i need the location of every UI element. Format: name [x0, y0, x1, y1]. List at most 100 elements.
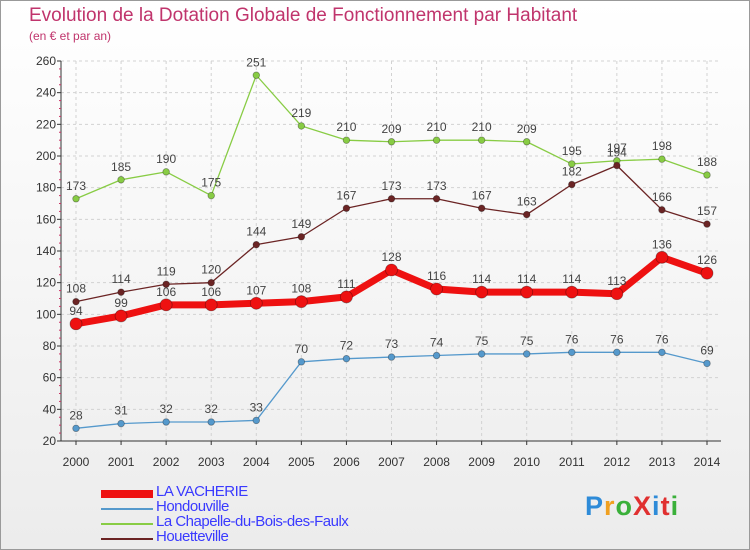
data-point-la-vacherie [565, 285, 579, 299]
data-label-la-vacherie: 114 [562, 272, 581, 286]
data-label-houetteville: 167 [472, 188, 492, 202]
legend-item-houetteville[interactable]: Houetteville [101, 528, 501, 546]
data-label-la-chapelle-du-bois-des-faulx: 188 [697, 155, 717, 169]
legend-swatch-la-vacherie [101, 490, 153, 498]
data-label-la-vacherie: 106 [201, 285, 221, 299]
data-label-hondouville: 31 [114, 404, 128, 418]
data-label-houetteville: 173 [427, 179, 447, 193]
data-point-houetteville [342, 204, 351, 212]
data-point-houetteville [162, 280, 170, 288]
chart-subtitle: (en € et par an) [29, 29, 112, 43]
data-label-houetteville: 144 [246, 225, 266, 239]
x-tick-label: 2010 [513, 455, 540, 469]
data-point-la-chapelle-du-bois-des-faulx [658, 155, 666, 163]
data-label-la-vacherie: 126 [697, 253, 717, 267]
data-point-la-vacherie [430, 282, 443, 296]
data-label-houetteville: 108 [66, 282, 86, 296]
legend-label-houetteville: Houetteville [156, 528, 229, 545]
x-tick-label: 2012 [604, 455, 631, 469]
data-label-la-vacherie: 111 [337, 277, 356, 291]
x-tick-label: 2005 [288, 455, 315, 469]
data-label-la-chapelle-du-bois-des-faulx: 197 [607, 141, 627, 155]
data-point-houetteville [568, 180, 576, 189]
data-point-la-chapelle-du-bois-des-faulx [568, 160, 576, 168]
data-point-houetteville [252, 240, 260, 249]
data-label-hondouville: 69 [700, 343, 714, 357]
data-point-la-chapelle-du-bois-des-faulx [703, 171, 711, 179]
y-tick-label: 60 [43, 371, 57, 385]
y-tick-label: 80 [43, 339, 57, 353]
data-label-la-vacherie: 114 [517, 272, 536, 286]
data-label-hondouville: 76 [610, 332, 624, 346]
data-label-hondouville: 32 [159, 402, 173, 416]
data-label-houetteville: 194 [607, 146, 627, 160]
y-tick-label: 100 [36, 307, 56, 321]
data-label-la-chapelle-du-bois-des-faulx: 219 [291, 106, 311, 120]
data-point-houetteville [703, 220, 711, 228]
data-point-hondouville [432, 351, 441, 360]
y-tick-label: 40 [43, 402, 57, 416]
legend-swatch-hondouville [101, 508, 153, 510]
y-tick-label: 160 [36, 212, 56, 226]
data-label-houetteville: 182 [562, 165, 582, 179]
y-tick-label: 200 [36, 149, 56, 163]
data-label-hondouville: 76 [565, 332, 579, 346]
data-label-hondouville: 74 [430, 336, 444, 350]
data-point-hondouville [658, 348, 666, 357]
data-label-la-chapelle-du-bois-des-faulx: 195 [562, 144, 582, 158]
data-point-houetteville [117, 288, 125, 296]
legend-item-hondouville[interactable]: Hondouville [101, 498, 501, 516]
x-tick-label: 2013 [649, 455, 676, 469]
x-tick-label: 2008 [423, 455, 450, 469]
data-point-la-chapelle-du-bois-des-faulx [117, 176, 125, 184]
data-label-la-chapelle-du-bois-des-faulx: 173 [66, 179, 86, 193]
data-point-houetteville [432, 195, 441, 203]
data-point-la-vacherie [249, 296, 263, 310]
x-tick-label: 2014 [694, 455, 721, 469]
data-point-hondouville [568, 348, 576, 357]
logo-letter: t [660, 491, 671, 521]
logo-letter: r [604, 491, 616, 521]
data-point-hondouville [523, 350, 531, 358]
data-label-la-chapelle-du-bois-des-faulx: 185 [111, 160, 131, 174]
x-tick-label: 2009 [468, 455, 495, 469]
data-point-la-chapelle-du-bois-des-faulx [297, 122, 306, 130]
data-point-hondouville [252, 416, 260, 425]
data-point-la-vacherie [69, 317, 83, 331]
data-point-la-chapelle-du-bois-des-faulx [432, 136, 441, 144]
data-point-la-chapelle-du-bois-des-faulx [207, 191, 215, 200]
data-point-la-vacherie [655, 250, 669, 264]
data-label-la-vacherie: 128 [381, 250, 401, 264]
x-tick-label: 2007 [378, 455, 405, 469]
data-label-houetteville: 163 [517, 195, 537, 209]
data-label-la-vacherie: 136 [652, 237, 672, 251]
data-label-la-chapelle-du-bois-des-faulx: 198 [652, 139, 672, 153]
data-label-la-vacherie: 116 [427, 269, 446, 283]
data-point-la-vacherie [114, 309, 128, 323]
data-label-la-chapelle-du-bois-des-faulx: 209 [381, 122, 401, 136]
y-tick-label: 240 [36, 86, 56, 100]
data-point-la-chapelle-du-bois-des-faulx [342, 136, 351, 144]
data-label-hondouville: 28 [69, 408, 83, 422]
data-point-la-chapelle-du-bois-des-faulx [387, 138, 396, 146]
data-point-hondouville [162, 418, 170, 426]
proxiti-logo: ProXiti [585, 491, 679, 522]
data-label-hondouville: 32 [205, 402, 219, 416]
data-point-houetteville [523, 210, 531, 219]
data-point-houetteville [387, 195, 396, 203]
legend-label-la-vacherie: LA VACHERIE [156, 483, 248, 500]
data-label-la-vacherie: 108 [291, 282, 311, 296]
y-tick-label: 140 [36, 244, 56, 258]
data-label-la-chapelle-du-bois-des-faulx: 209 [517, 122, 537, 136]
logo-letter: i [652, 491, 661, 521]
legend-swatch-houetteville [101, 538, 153, 540]
legend-item-la-chapelle[interactable]: La Chapelle-du-Bois-des-Faulx [101, 513, 501, 531]
legend-item-la-vacherie[interactable]: LA VACHERIE [101, 483, 501, 501]
x-tick-label: 2004 [243, 455, 270, 469]
data-label-la-vacherie: 106 [156, 285, 176, 299]
x-tick-label: 2001 [108, 455, 135, 469]
data-label-houetteville: 120 [201, 263, 221, 277]
data-point-la-chapelle-du-bois-des-faulx [523, 138, 531, 146]
y-tick-label: 180 [36, 181, 56, 195]
data-label-hondouville: 73 [385, 337, 399, 351]
